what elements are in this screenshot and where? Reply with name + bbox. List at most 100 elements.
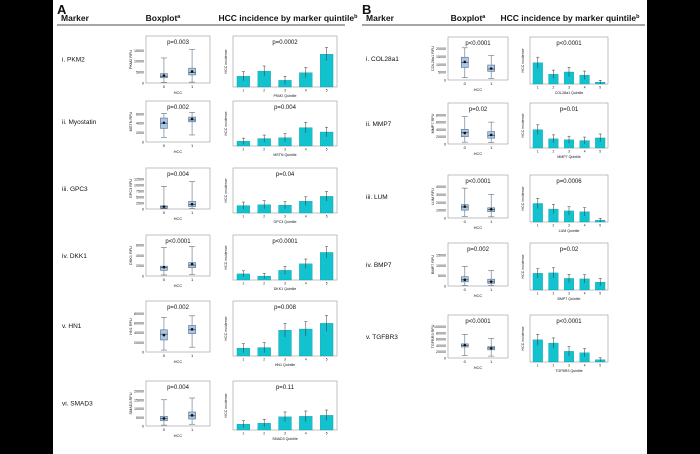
boxplot-y-tick: 15000 <box>436 254 446 258</box>
bar-x-label: PKM2 Quintile <box>274 94 297 98</box>
boxplot-mean-dot <box>489 346 493 350</box>
row-2: iii. GPC3p=0.00402500500075001000012500G… <box>62 167 338 224</box>
boxplot-p-value: p<0.0001 <box>465 179 491 185</box>
boxplot-frame <box>447 314 509 359</box>
boxplot-x-tick: 1 <box>191 427 194 432</box>
bar-y-label: HCC incidence <box>521 187 525 211</box>
boxplot-p-value: p=0.002 <box>167 105 190 111</box>
boxplot-frame <box>447 242 509 287</box>
bar-x-tick: 2 <box>263 215 265 219</box>
boxplot-x-tick: 1 <box>191 143 194 148</box>
boxplot-frame <box>447 102 509 145</box>
boxplot-y-tick: 12500 <box>134 178 144 182</box>
boxplot-y-tick: 20000 <box>134 390 144 394</box>
bar-y-label: HCC incidence <box>521 327 525 351</box>
boxplot-y-tick: 10000 <box>436 63 446 67</box>
marker-name: ii. MMP7 <box>366 121 392 128</box>
marker-name: ii. Myostatin <box>62 119 97 126</box>
boxplot-x-tick: 0 <box>163 277 166 282</box>
boxplot-x-tick: 0 <box>163 84 166 89</box>
boxplot-frame <box>145 234 211 277</box>
boxplot-y-tick: 0 <box>444 285 446 289</box>
boxplot-y-tick: 0 <box>142 208 144 212</box>
boxplot-frame <box>145 167 211 210</box>
boxplot-x-label: HCC <box>174 149 183 154</box>
boxplot-mean-dot <box>463 60 467 64</box>
boxplot-mean-dot <box>489 67 493 70</box>
boxplot-x-label: HCC <box>174 433 183 438</box>
boxplot-mean-dot <box>190 70 194 73</box>
header-incidence: HCC incidence by marker quintileb <box>501 13 641 23</box>
bar-x-label: BMP7 Quintile <box>558 297 581 301</box>
boxplot-x-tick: 1 <box>191 277 194 282</box>
bar-x-tick: 1 <box>537 150 539 154</box>
header-boxplot: Boxplota <box>451 13 487 23</box>
boxplot-x-label: HCC <box>174 283 183 288</box>
bar-p-value: p=0.11 <box>276 385 295 391</box>
bar-y-label: HCC incidence <box>224 317 228 341</box>
boxplot-x-tick: 1 <box>490 145 493 150</box>
bar-x-tick: 3 <box>284 148 286 152</box>
bar-x-label: GPC3 Quintile <box>274 220 297 224</box>
header-incidence-sup: b <box>354 14 358 20</box>
boxplot-p-value: p<0.0001 <box>465 41 491 47</box>
boxplot-y-tick: 80000 <box>134 312 144 316</box>
boxplot-x-tick: 1 <box>490 359 493 364</box>
bar-x-label: TGFBR3 Quintile <box>555 369 582 373</box>
bar-y-label: HCC incidence <box>521 114 525 138</box>
bar-p-value: p<0.0001 <box>556 41 582 47</box>
boxplot-x-label: HCC <box>174 90 183 95</box>
marker-name: iii. GPC3 <box>62 186 88 193</box>
boxplot-y-tick: 2500 <box>136 202 144 206</box>
bar-p-value: p=0.04 <box>276 172 295 178</box>
boxplot-mean-dot <box>463 278 467 282</box>
bar-x-tick: 4 <box>584 292 586 296</box>
boxplot-y-tick: 20000 <box>134 341 144 345</box>
bar-x-tick: 2 <box>263 432 265 436</box>
bar-p-value: p<0.0001 <box>272 239 298 245</box>
boxplot-mean-dot <box>162 121 166 125</box>
boxplot-y-tick: 80000 <box>436 113 446 117</box>
bar-x-tick: 5 <box>326 358 328 362</box>
boxplot-y-tick: 80000 <box>436 331 446 335</box>
boxplot-y-label: HN1 RFU <box>129 318 133 335</box>
boxplot-mean-dot <box>489 280 493 283</box>
bar-x-label: COL28a1 Quintile <box>555 91 584 95</box>
marker-name: iv. DKK1 <box>62 253 87 260</box>
boxplot-y-label: PKM2 RFU <box>129 50 133 69</box>
bar-y-label: HCC incidence <box>224 394 228 418</box>
boxplot-y-tick: 10000 <box>436 264 446 268</box>
boxplot-x-tick: 1 <box>191 84 194 89</box>
boxplot-mean-dot <box>190 202 194 206</box>
boxplot-y-tick: 40000 <box>436 185 446 189</box>
boxplot-mean-dot <box>463 343 467 347</box>
bar-x-tick: 2 <box>553 292 555 296</box>
boxplot-y-tick: 20000 <box>436 135 446 139</box>
header-boxplot-sup: a <box>482 14 486 20</box>
panel-label: B <box>362 2 371 17</box>
bar-x-tick: 3 <box>284 89 286 93</box>
row-1: ii. MMP7p=0.02020000400006000080000MMP7 … <box>366 102 609 159</box>
boxplot-mean-dot <box>190 414 194 417</box>
boxplot-mean-dot <box>190 262 194 266</box>
bar-x-tick: 2 <box>553 86 555 90</box>
marker-name: i. COL28a1 <box>366 56 399 63</box>
bar-x-tick: 5 <box>326 89 328 93</box>
bar-x-tick: 3 <box>568 292 570 296</box>
bar-x-tick: 1 <box>243 148 245 152</box>
bar-x-tick: 1 <box>537 224 539 228</box>
bar-p-value: p=0.01 <box>560 107 579 113</box>
bar-x-tick: 5 <box>326 148 328 152</box>
boxplot-y-tick: 6000 <box>136 244 144 248</box>
boxplot-y-tick: 30000 <box>436 193 446 197</box>
boxplot-p-value: p=0.004 <box>167 172 190 178</box>
bar-p-value: p=0.02 <box>560 247 579 253</box>
boxplot-y-tick: 0 <box>142 141 144 145</box>
boxplot-frame <box>145 380 211 427</box>
boxplot-x-label: HCC <box>174 216 183 221</box>
boxplot-x-tick: 0 <box>464 81 467 86</box>
boxplot-p-value: p=0.002 <box>467 247 490 253</box>
